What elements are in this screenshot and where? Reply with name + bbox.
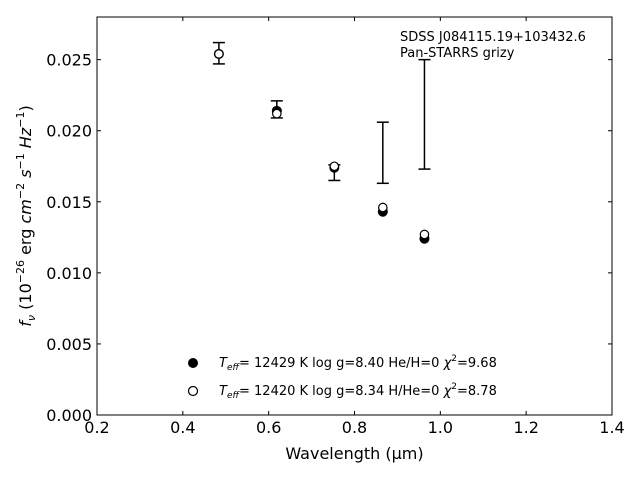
chart-title-line-1: SDSS J084115.19+103432.6 [400,30,586,45]
data-point-open [329,161,340,172]
axis-tick-labels: 0.2 0.4 0.6 0.8 1.0 1.2 1.4 0.000 0.005 0.010 0.01… [46,51,625,437]
data-point-open [419,229,430,240]
y-tick-label: 0.005 [46,335,92,354]
y-tick-label: 0.025 [46,51,92,70]
data-point-open [272,108,282,119]
y-tick-label: 0.015 [46,193,92,212]
x-tick-label: 1.4 [599,418,624,437]
data-point-open [378,202,388,213]
chart-title-line-2: Pan-STARRS grizy [400,46,515,61]
x-tick-label: 0.6 [256,418,281,437]
y-tick-label: 0.020 [46,122,92,141]
y-tick-label: 0.000 [46,406,92,425]
plot-frame [96,16,613,416]
y-tick-label: 0.010 [46,264,92,283]
y-axis-label: fν (10−26 erg cm−2 s−1 Hz−1) [14,105,38,326]
data-markers [213,48,430,244]
legend-marker-filled [188,358,198,368]
x-tick-label: 1.2 [513,418,538,437]
x-tick-label: 1.0 [428,418,453,437]
legend-label-2: Teff= 12420 K log g=8.34 H/He=0 χ2=8.78 [219,382,497,401]
legend-label-1: Teff= 12429 K log g=8.40 He/H=0 χ2=9.68 [219,354,497,373]
data-point-open [214,49,224,59]
x-tick-label: 0.4 [170,418,195,437]
x-axis-label: Wavelength (μm) [285,444,423,463]
legend-marker-open [187,385,199,397]
x-tick-label: 0.8 [342,418,367,437]
legend: Teff= 12429 K log g=8.40 He/H=0 χ2=9.68 … [187,354,497,401]
x-tick-label: 0.2 [84,418,109,437]
